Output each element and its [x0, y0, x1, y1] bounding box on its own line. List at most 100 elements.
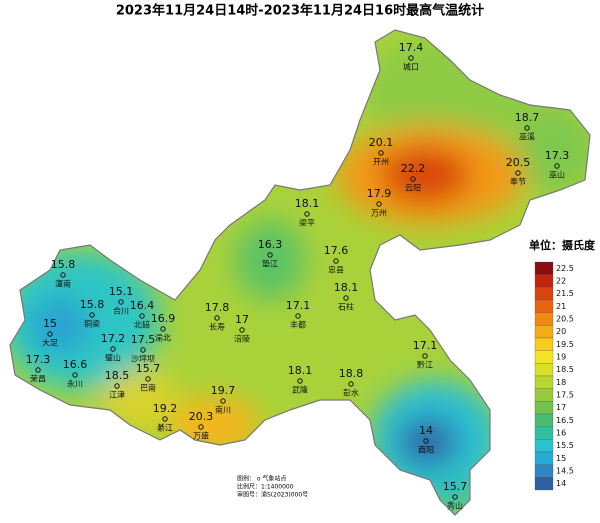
station-value: 20.5 [506, 156, 531, 169]
station-name: 巴南 [140, 383, 156, 393]
legend-label: 18 [556, 378, 566, 387]
station-name: 江津 [109, 390, 125, 400]
station-value: 19.7 [211, 384, 236, 397]
legend-label: 20 [556, 327, 566, 336]
station-name: 长寿 [209, 322, 225, 332]
station-point [114, 383, 120, 389]
station-name: 黔江 [417, 360, 433, 370]
station-value: 17.3 [545, 149, 570, 162]
station-value: 22.2 [401, 162, 426, 175]
title: 2023年11月24日14时-2023年11月24日16时最高气温统计 [116, 3, 484, 19]
station-name: 潼南 [55, 279, 71, 289]
legend-swatch [534, 287, 554, 301]
station-point [214, 315, 220, 321]
station-point [348, 381, 354, 387]
legend-label: 14.5 [556, 467, 574, 476]
station-name: 合川 [113, 306, 129, 316]
station-point [239, 327, 245, 333]
station-point [162, 416, 168, 422]
legend-swatch [534, 477, 554, 491]
legend-label: 22.5 [556, 264, 574, 273]
station-point [515, 170, 521, 176]
legend-label: 17 [556, 403, 566, 412]
station-value: 15.7 [443, 480, 468, 493]
station-name: 垫江 [262, 259, 278, 269]
station-point [343, 295, 349, 301]
legend-label: 14 [556, 479, 566, 488]
station-value: 17 [235, 313, 249, 326]
station-value: 17.8 [205, 301, 230, 314]
station-name: 彭水 [343, 388, 359, 398]
legend-swatch [534, 451, 554, 465]
footnote-line: 图例： o 气象站点 [237, 475, 287, 483]
station-name: 奉节 [510, 177, 526, 187]
color-legend: 22.5 22 21.5 21 20.5 20 19.5 19 18.5 18 17.5 17 16.5… [534, 261, 574, 491]
station-name: 沙坪坝 [131, 355, 155, 364]
station-name: 忠县 [328, 266, 344, 275]
legend-label: 19.5 [556, 340, 574, 349]
legend-swatch [534, 299, 554, 313]
station-value: 16.3 [258, 238, 283, 251]
stations: 17.4 城口 18.7 巫溪 20.1 开州 22.2 云阳 20.5 奉节 17.3 巫山 17.9… [26, 41, 570, 511]
station-point [304, 211, 310, 217]
station-name: 璧山 [105, 353, 121, 363]
station-value: 16.9 [151, 312, 176, 325]
station-name: 梁平 [299, 219, 315, 228]
station-point [139, 313, 145, 319]
station-name: 永川 [67, 379, 83, 389]
station-name: 酉阳 [418, 446, 434, 455]
footnote-line: 比例尺：1:1400000 [237, 483, 294, 491]
station-point [72, 372, 78, 378]
station-point [408, 55, 414, 61]
station-name: 大足 [42, 338, 58, 348]
station-name: 云阳 [405, 184, 421, 193]
station-point [60, 272, 66, 278]
station-name: 铜梁 [84, 319, 100, 329]
legend-swatch [534, 337, 554, 351]
station-name: 渝北 [155, 333, 171, 343]
station-value: 18.5 [105, 369, 130, 382]
station-point [524, 125, 530, 131]
station-value: 15.1 [109, 285, 134, 298]
station-point [118, 299, 124, 305]
legend-swatch [534, 388, 554, 402]
station-point [220, 398, 226, 404]
legend-swatch [534, 439, 554, 453]
station-value: 20.3 [189, 410, 214, 423]
station-value: 15 [43, 317, 57, 330]
station-point [140, 347, 146, 353]
station-name: 荣昌 [30, 374, 46, 384]
station-name: 秀山 [447, 501, 463, 511]
legend-swatch [534, 464, 554, 478]
station-point [554, 163, 560, 169]
legend-swatch [534, 401, 554, 415]
station-name: 石柱 [338, 302, 354, 312]
legend-swatch [534, 350, 554, 364]
legend-label: 19 [556, 353, 566, 362]
station-name: 万盛 [193, 431, 209, 441]
station-point [295, 313, 301, 319]
station-name: 南川 [215, 405, 231, 415]
legend-swatch [534, 413, 554, 427]
station-name: 武隆 [292, 385, 308, 395]
station-value: 17.1 [286, 299, 311, 312]
station-point [423, 438, 429, 444]
station-point [333, 258, 339, 264]
station-value: 17.4 [399, 41, 424, 54]
station-value: 18.8 [339, 367, 364, 380]
legend-swatch [534, 426, 554, 440]
station-point [422, 353, 428, 359]
legend-label: 22 [556, 277, 566, 286]
station-point [110, 346, 116, 352]
station-point [145, 376, 151, 382]
station-value: 15.7 [136, 362, 161, 375]
station-name: 綦江 [157, 423, 173, 433]
station-value: 16.4 [130, 299, 155, 312]
legend-label: 18.5 [556, 365, 574, 374]
legend-label: 17.5 [556, 391, 574, 400]
station-value: 18.1 [334, 281, 359, 294]
legend-label: 16 [556, 429, 566, 438]
